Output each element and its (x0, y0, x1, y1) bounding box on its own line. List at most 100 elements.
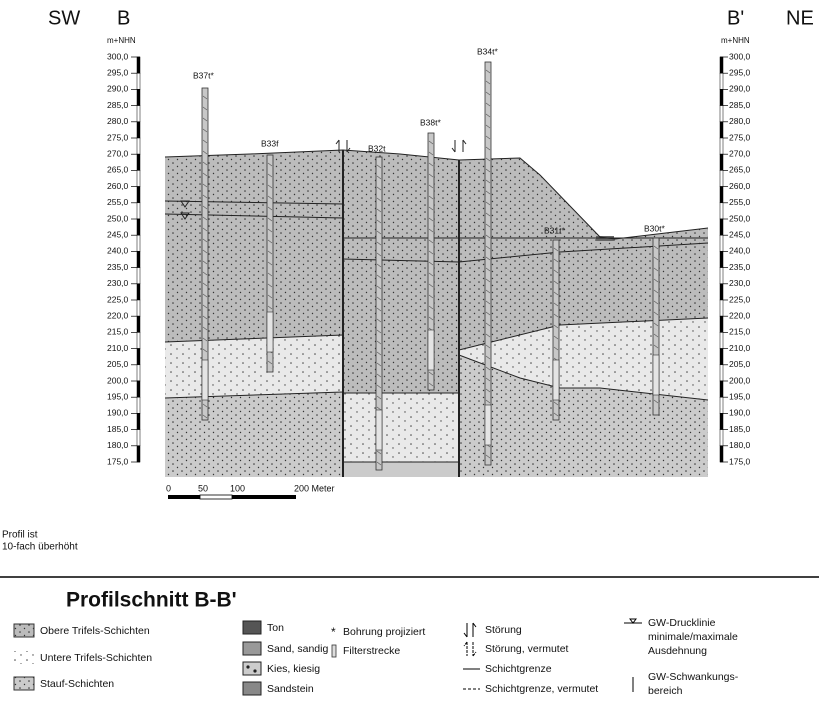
elevation-label: 240,0 (729, 246, 751, 256)
elevation-label: 285,0 (729, 100, 751, 110)
axis-bar (720, 235, 723, 251)
axis-bar (137, 106, 140, 122)
elevation-label: 200,0 (107, 375, 129, 385)
elevation-label: 255,0 (107, 197, 129, 207)
elevation-label: 185,0 (729, 424, 751, 434)
point-label: B (117, 7, 130, 29)
elevation-label: 275,0 (729, 132, 751, 142)
elevation-label: 215,0 (729, 327, 751, 337)
elevation-label: 275,0 (107, 132, 129, 142)
legend-symbols: * Bohrung projiziert Filterstrecke Störu… (331, 617, 739, 697)
axis-bar (720, 187, 723, 203)
legend-label: Bohrung projiziert (343, 626, 425, 638)
axis-bar (137, 381, 140, 397)
elevation-label: 270,0 (107, 148, 129, 158)
elevation-label: 190,0 (107, 408, 129, 418)
elevation-label: 290,0 (729, 84, 751, 94)
swatch (243, 642, 261, 655)
axis-bar (137, 284, 140, 300)
scale-bar: 0 50 100 200 Meter (166, 483, 335, 499)
direction-label: NE (786, 7, 814, 29)
axis-bar (720, 89, 723, 105)
legend-label: Ausdehnung (648, 645, 707, 657)
elevation-label: 285,0 (107, 100, 129, 110)
elevation-label: 260,0 (107, 181, 129, 191)
elevation-label: 245,0 (729, 229, 751, 239)
axis-bar (720, 413, 723, 429)
elevation-label: 220,0 (729, 310, 751, 320)
elevation-label: 190,0 (729, 408, 751, 418)
axis-bar (720, 430, 723, 446)
elevation-label: 290,0 (107, 84, 129, 94)
axis-bar (137, 203, 140, 219)
elevation-label: 195,0 (729, 391, 751, 401)
elevation-label: 225,0 (729, 294, 751, 304)
axis-bar (720, 365, 723, 381)
axis-bar (137, 138, 140, 154)
legend-label: Sandstein (267, 683, 314, 695)
axis-bar (720, 73, 723, 89)
scale-label: 100 (230, 483, 245, 493)
elevation-label: 295,0 (729, 67, 751, 77)
borehole-label: B33f (261, 138, 279, 148)
elevation-label: 210,0 (729, 343, 751, 353)
elevation-label: 180,0 (107, 440, 129, 450)
axis-bar (137, 170, 140, 186)
elevation-label: 265,0 (729, 165, 751, 175)
axis-unit: m+NHN (721, 36, 750, 45)
elevation-label: 250,0 (107, 213, 129, 223)
legend-units: Obere Trifels-Schichten Untere Trifels-S… (14, 624, 152, 690)
axis-bar (137, 300, 140, 316)
filter-section (202, 360, 208, 400)
axis-bar (137, 316, 140, 332)
borehole (485, 62, 491, 465)
elevation-label: 220,0 (107, 310, 129, 320)
legend-materials: Ton Sand, sandig Kies, kiesig Sandstein (243, 621, 328, 695)
legend-label: Untere Trifels-Schichten (40, 652, 152, 664)
axis-bar (720, 332, 723, 348)
legend-title: Profilschnitt B-B' (66, 589, 237, 612)
filter-section (428, 330, 434, 370)
scale-segment (232, 495, 296, 499)
elevation-label: 280,0 (107, 116, 129, 126)
axis-bar (720, 446, 723, 462)
symbol (332, 645, 336, 657)
borehole-label: B34t* (477, 46, 498, 56)
borehole-label: B37t* (193, 70, 214, 80)
swatch (14, 677, 34, 690)
symbol (464, 642, 476, 656)
legend-label: bereich (648, 685, 683, 697)
body: SW B B' NE m+NHN m+NHN (0, 0, 819, 698)
borehole-label: B31t* (544, 225, 565, 235)
elevation-label: 255,0 (729, 197, 751, 207)
elevation-label: 270,0 (729, 148, 751, 158)
elevation-label: 260,0 (729, 181, 751, 191)
note: Profil ist (2, 530, 38, 541)
elevation-label: 210,0 (107, 343, 129, 353)
legend-label: Sand, sandig (267, 643, 328, 655)
scale-segment (168, 495, 200, 499)
axis-bar (720, 316, 723, 332)
elevation-label: 175,0 (107, 456, 129, 466)
axis-bar (137, 219, 140, 235)
elevation-label: 215,0 (107, 327, 129, 337)
elevation-label: 175,0 (729, 456, 751, 466)
legend-label: GW-Drucklinie (648, 617, 716, 629)
elevation-label: 200,0 (729, 375, 751, 385)
legend-label: Kies, kiesig (267, 663, 320, 675)
elevation-label: 230,0 (729, 278, 751, 288)
elevation-label: 235,0 (729, 262, 751, 272)
elevation-label: 245,0 (107, 229, 129, 239)
axis-bar (720, 349, 723, 365)
axis-bar (137, 73, 140, 89)
symbol (630, 619, 636, 623)
axis-bar (137, 122, 140, 138)
axis-bar (720, 57, 723, 73)
legend-label: Störung (485, 624, 522, 636)
swatch (243, 682, 261, 695)
layer-dots (343, 150, 459, 393)
fault-symbol (452, 140, 466, 152)
scale-label: 50 (198, 483, 208, 493)
axis-bar (137, 268, 140, 284)
legend-label: Obere Trifels-Schichten (40, 625, 150, 637)
